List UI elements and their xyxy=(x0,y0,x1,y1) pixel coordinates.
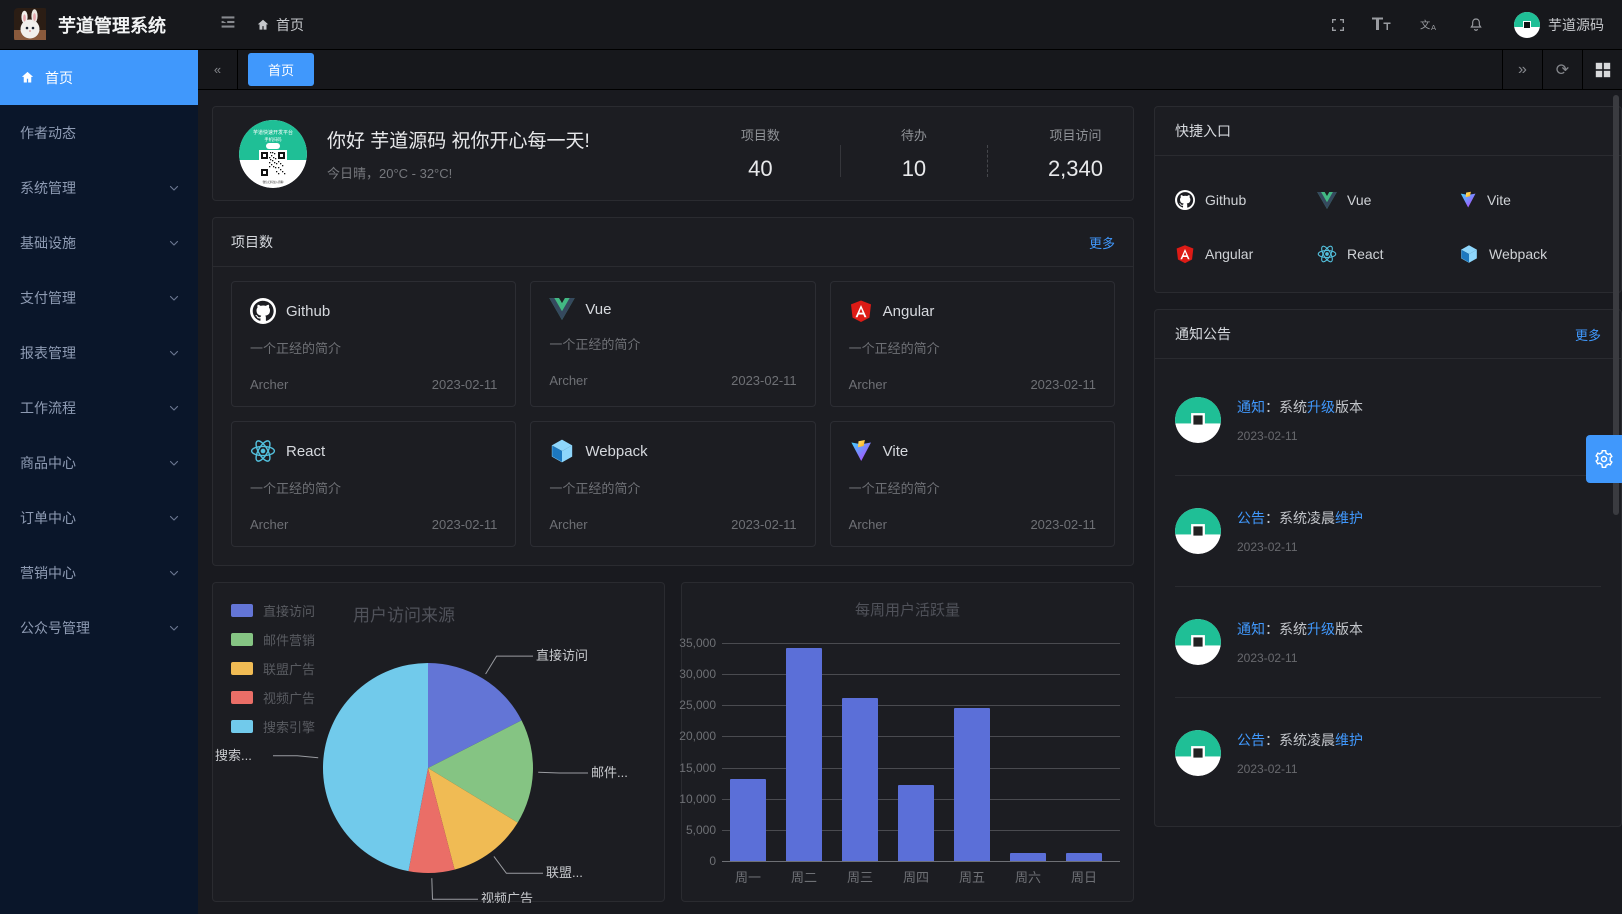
svg-text:直接访问: 直接访问 xyxy=(536,648,588,663)
svg-text:手机扫码: 手机扫码 xyxy=(264,136,282,143)
svg-text:联盟...: 联盟... xyxy=(546,865,583,880)
svg-text:A: A xyxy=(1431,23,1437,32)
svg-text:芋道快速开发平台: 芋道快速开发平台 xyxy=(253,129,293,136)
svg-text:文: 文 xyxy=(1420,19,1430,32)
svg-text:视频广告: 视频广告 xyxy=(481,891,533,903)
svg-text:微信扫码加入群聊: 微信扫码加入群聊 xyxy=(263,180,284,184)
svg-text:搜索...: 搜索... xyxy=(215,748,252,763)
svg-text:邮件...: 邮件... xyxy=(591,765,628,780)
